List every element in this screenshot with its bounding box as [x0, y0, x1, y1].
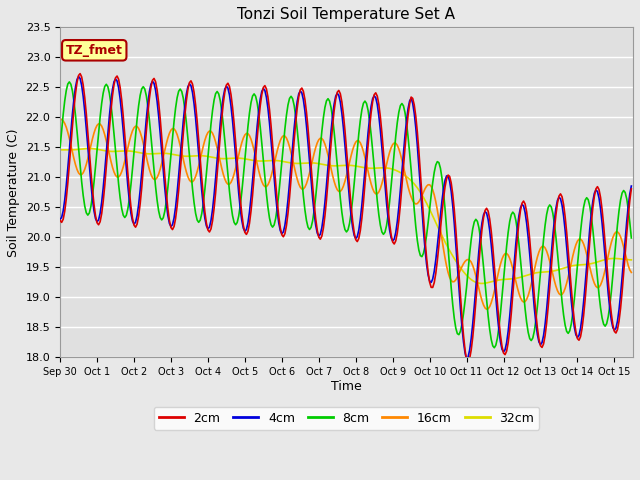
8cm: [56, 144, 64, 150]
4cm: [463, 356, 470, 362]
Text: TZ_fmet: TZ_fmet: [66, 44, 123, 57]
32cm: [56, 147, 64, 153]
16cm: [483, 306, 490, 312]
4cm: [627, 183, 635, 189]
32cm: [349, 163, 356, 168]
Line: 16cm: 16cm: [60, 119, 631, 309]
32cm: [130, 149, 138, 155]
2cm: [464, 359, 472, 365]
Line: 2cm: 2cm: [60, 73, 631, 362]
8cm: [618, 190, 626, 196]
X-axis label: Time: Time: [331, 380, 362, 393]
Y-axis label: Soil Temperature (C): Soil Temperature (C): [7, 128, 20, 257]
4cm: [618, 275, 626, 280]
16cm: [475, 286, 483, 292]
2cm: [76, 71, 84, 76]
Line: 32cm: 32cm: [60, 148, 631, 284]
16cm: [348, 153, 355, 158]
32cm: [618, 256, 626, 262]
4cm: [152, 87, 159, 93]
32cm: [86, 145, 93, 151]
4cm: [250, 159, 258, 165]
32cm: [250, 157, 258, 163]
32cm: [477, 280, 484, 286]
4cm: [56, 216, 64, 222]
2cm: [349, 218, 356, 224]
16cm: [56, 116, 64, 122]
8cm: [152, 184, 159, 190]
8cm: [65, 79, 73, 85]
Line: 4cm: 4cm: [60, 76, 631, 359]
2cm: [152, 79, 159, 84]
Line: 8cm: 8cm: [60, 82, 631, 348]
8cm: [250, 91, 258, 97]
2cm: [56, 217, 64, 223]
Title: Tonzi Soil Temperature Set A: Tonzi Soil Temperature Set A: [237, 7, 456, 22]
4cm: [478, 220, 486, 226]
2cm: [478, 227, 486, 232]
16cm: [249, 142, 257, 147]
2cm: [618, 289, 626, 295]
8cm: [627, 235, 635, 241]
8cm: [349, 196, 356, 202]
2cm: [130, 222, 138, 228]
16cm: [617, 234, 625, 240]
32cm: [152, 151, 159, 156]
32cm: [627, 257, 635, 263]
2cm: [627, 186, 635, 192]
8cm: [477, 235, 484, 240]
8cm: [490, 345, 498, 350]
2cm: [250, 174, 258, 180]
8cm: [130, 149, 138, 155]
4cm: [130, 221, 138, 227]
4cm: [349, 225, 356, 230]
16cm: [129, 128, 136, 134]
16cm: [627, 270, 635, 276]
4cm: [75, 73, 83, 79]
16cm: [150, 177, 158, 182]
32cm: [478, 281, 486, 287]
Legend: 2cm, 4cm, 8cm, 16cm, 32cm: 2cm, 4cm, 8cm, 16cm, 32cm: [154, 407, 540, 430]
